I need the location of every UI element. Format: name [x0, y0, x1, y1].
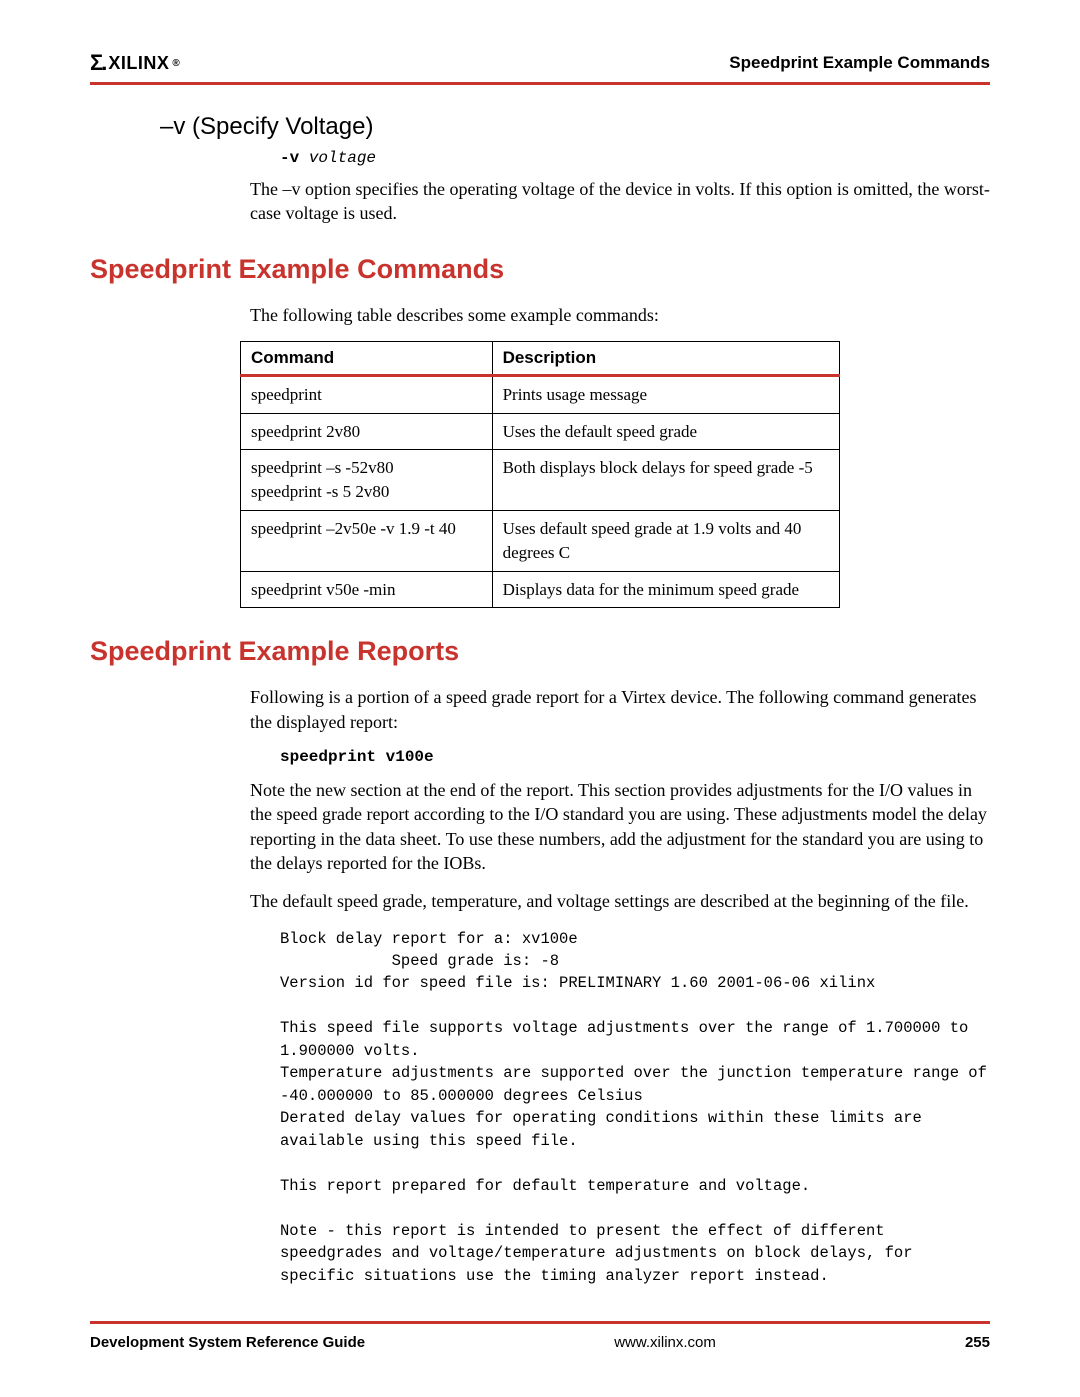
- table-row: speedprint v50e -minDisplays data for th…: [241, 571, 840, 608]
- para-v-desc: The –v option specifies the operating vo…: [250, 177, 990, 226]
- footer-left: Development System Reference Guide: [90, 1334, 365, 1351]
- table-row: speedprint –s -52v80 speedprint -s 5 2v8…: [241, 450, 840, 511]
- cell-description: Displays data for the minimum speed grad…: [492, 571, 839, 608]
- syntax-arg: voltage: [309, 149, 376, 167]
- footer-center-link[interactable]: www.xilinx.com: [614, 1334, 716, 1351]
- cell-command: speedprint 2v80: [241, 413, 493, 450]
- cell-command: speedprint v50e -min: [241, 571, 493, 608]
- page-footer: Development System Reference Guide www.x…: [90, 1321, 990, 1351]
- table-row: speedprintPrints usage message: [241, 375, 840, 413]
- cell-command: speedprint: [241, 375, 493, 413]
- logo: Σ. XILINX ®: [90, 50, 180, 76]
- section-title-commands: Speedprint Example Commands: [90, 254, 990, 285]
- report-output: Block delay report for a: xv100e Speed g…: [280, 928, 990, 1288]
- syntax-line: -v voltage: [280, 149, 990, 167]
- cell-description: Uses the default speed grade: [492, 413, 839, 450]
- para-commands-intro: The following table describes some examp…: [250, 303, 990, 327]
- col-description: Description: [492, 341, 839, 375]
- cell-description: Both displays block delays for speed gra…: [492, 450, 839, 511]
- para-reports-2: Note the new section at the end of the r…: [250, 778, 990, 875]
- report-command: speedprint v100e: [280, 748, 990, 766]
- page-header: Σ. XILINX ® Speedprint Example Commands: [90, 50, 990, 76]
- cell-command: speedprint –2v50e -v 1.9 -t 40: [241, 511, 493, 572]
- syntax-flag: -v: [280, 149, 299, 167]
- table-header-row: Command Description: [241, 341, 840, 375]
- footer-rule: [90, 1321, 990, 1324]
- cell-command: speedprint –s -52v80 speedprint -s 5 2v8…: [241, 450, 493, 511]
- para-reports-1: Following is a portion of a speed grade …: [250, 685, 990, 734]
- para-reports-3: The default speed grade, temperature, an…: [250, 889, 990, 913]
- subsection-title-v: –v (Specify Voltage): [160, 113, 990, 141]
- logo-registered: ®: [172, 58, 180, 69]
- header-section-title: Speedprint Example Commands: [729, 53, 990, 73]
- section-title-reports: Speedprint Example Reports: [90, 636, 990, 667]
- header-rule: [90, 82, 990, 85]
- logo-text: XILINX: [108, 53, 169, 74]
- table-row: speedprint 2v80Uses the default speed gr…: [241, 413, 840, 450]
- cell-description: Uses default speed grade at 1.9 volts an…: [492, 511, 839, 572]
- commands-table: Command Description speedprintPrints usa…: [240, 341, 840, 609]
- table-row: speedprint –2v50e -v 1.9 -t 40Uses defau…: [241, 511, 840, 572]
- col-command: Command: [241, 341, 493, 375]
- cell-description: Prints usage message: [492, 375, 839, 413]
- logo-sigma-icon: Σ.: [90, 50, 105, 76]
- footer-right: 255: [965, 1334, 990, 1351]
